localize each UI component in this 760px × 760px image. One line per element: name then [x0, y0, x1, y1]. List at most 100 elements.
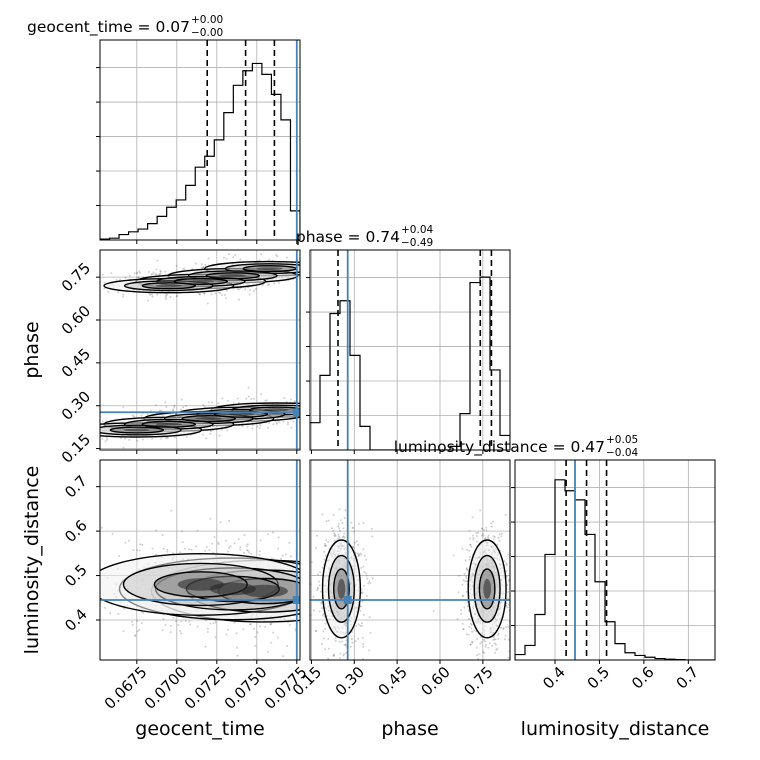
- sample-point: [277, 536, 280, 539]
- y-tick-label: 0.15: [58, 430, 94, 466]
- sample-point: [236, 397, 239, 400]
- sample-point: [301, 412, 303, 414]
- sample-point: [371, 535, 374, 538]
- sample-point: [329, 265, 331, 267]
- sample-point: [463, 572, 466, 575]
- sample-point: [276, 636, 279, 639]
- sample-point: [500, 627, 503, 629]
- sample-point: [182, 267, 184, 270]
- sample-point: [195, 545, 198, 548]
- sample-point: [472, 536, 475, 539]
- sample-point: [247, 549, 249, 552]
- sample-point: [303, 403, 305, 405]
- sample-point: [181, 541, 184, 544]
- sample-point: [203, 292, 206, 295]
- sample-point: [493, 536, 496, 538]
- sample-point: [93, 280, 95, 282]
- sample-point: [239, 548, 242, 551]
- panel-frame: [99, 39, 301, 241]
- sample-point: [188, 548, 191, 551]
- sample-point: [318, 272, 320, 274]
- sample-point: [470, 622, 472, 625]
- sample-point: [151, 293, 154, 296]
- sample-point: [327, 647, 330, 650]
- sample-point: [203, 292, 206, 295]
- sample-point: [266, 399, 268, 402]
- x-tick-label: 0.6: [628, 663, 658, 693]
- sample-point: [322, 630, 325, 633]
- y-tick-label: 0.5: [61, 561, 91, 591]
- sample-point: [461, 583, 464, 586]
- sample-point: [471, 534, 474, 537]
- sample-point: [245, 545, 248, 548]
- sample-point: [92, 611, 94, 613]
- sample-point: [318, 610, 321, 613]
- sample-point: [492, 535, 495, 538]
- sample-point: [314, 269, 316, 271]
- sample-point: [323, 626, 325, 628]
- sample-point: [319, 571, 322, 574]
- sample-point: [52, 422, 54, 424]
- sample-point: [194, 262, 197, 265]
- sample-point: [323, 542, 326, 545]
- sample-point: [305, 552, 307, 554]
- sample-point: [307, 264, 309, 266]
- sample-point: [207, 401, 210, 404]
- sample-point: [354, 551, 357, 554]
- sample-point: [495, 648, 498, 651]
- sample-point: [92, 595, 94, 597]
- sample-point: [468, 556, 471, 558]
- sample-point: [233, 621, 236, 624]
- sample-point: [165, 405, 168, 408]
- sample-point: [511, 638, 513, 640]
- sample-point: [92, 429, 94, 431]
- sample-point: [357, 555, 360, 558]
- sample-point: [175, 295, 178, 298]
- sample-point: [315, 582, 317, 584]
- sample-point: [512, 542, 514, 544]
- density-contour: [219, 274, 246, 278]
- sample-point: [210, 430, 213, 432]
- sample-point: [142, 438, 144, 441]
- sample-point: [228, 546, 231, 549]
- sample-point: [511, 576, 513, 578]
- sample-point: [115, 279, 118, 281]
- sample-point: [198, 293, 201, 296]
- sample-point: [136, 630, 139, 633]
- sample-point: [505, 564, 508, 566]
- truth-marker: [292, 596, 300, 604]
- sample-point: [320, 601, 323, 604]
- sample-point: [318, 627, 320, 629]
- sample-point: [233, 542, 236, 545]
- sample-point: [286, 256, 288, 259]
- sample-point: [94, 420, 96, 422]
- sample-point: [140, 622, 143, 625]
- sample-point: [338, 535, 340, 538]
- sample-point: [492, 538, 495, 541]
- sample-point: [319, 608, 321, 610]
- sample-point: [164, 270, 167, 273]
- sample-point: [485, 643, 487, 646]
- sample-point: [487, 534, 490, 537]
- sample-point: [286, 423, 289, 426]
- sample-point: [67, 432, 69, 434]
- truth-marker: [292, 408, 300, 417]
- sample-point: [365, 558, 368, 561]
- sample-point: [247, 663, 249, 665]
- sample-point: [137, 276, 140, 279]
- sample-point: [321, 614, 324, 617]
- sample-point: [221, 397, 224, 400]
- sample-point: [334, 640, 337, 643]
- sample-point: [322, 613, 325, 615]
- sample-point: [360, 622, 363, 625]
- sample-point: [507, 625, 510, 628]
- sample-point: [327, 668, 329, 670]
- sample-point: [136, 549, 139, 552]
- sample-point: [359, 605, 362, 608]
- sample-point: [307, 272, 309, 274]
- sample-point: [260, 253, 263, 256]
- sample-point: [319, 577, 321, 579]
- sample-point: [490, 525, 493, 528]
- sample-point: [330, 402, 332, 404]
